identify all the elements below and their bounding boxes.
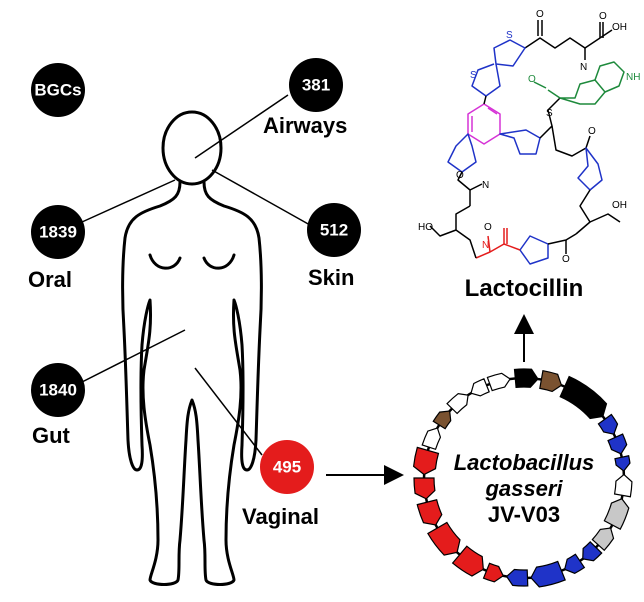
atom-oh-right: OH <box>612 200 627 211</box>
gene-arrow <box>513 368 539 388</box>
gene-arrow <box>482 562 504 583</box>
product-name: Lactocillin <box>465 275 584 302</box>
atom-o-indole: O <box>528 74 536 85</box>
vaginal-count: 495 <box>273 457 301 476</box>
atom-nh-red: N <box>482 240 489 251</box>
bgc-legend-label: BGCs <box>34 80 81 99</box>
airways-label: Airways <box>263 113 347 138</box>
vaginal-connector <box>194 367 263 456</box>
oral-count-circle <box>31 205 85 259</box>
gene-arrow <box>603 498 630 530</box>
site-oral: 1839 Oral <box>28 205 85 292</box>
site-skin: 512 Skin <box>307 203 361 290</box>
gene-arrow <box>607 433 628 455</box>
vaginal-label: Vaginal <box>242 504 319 529</box>
genome-map: Lactobacillus gasseri JV-V03 <box>412 368 633 588</box>
vaginal-count-circle <box>260 440 314 494</box>
atom-nh-indole: NH <box>626 72 640 83</box>
human-body-outline <box>121 110 263 586</box>
airways-connector <box>194 94 289 159</box>
site-vaginal: 495 Vaginal <box>242 440 319 529</box>
gene-arrow <box>486 372 511 392</box>
atom-o-bottom-right: O <box>562 254 570 265</box>
atom-s-1: S <box>506 30 513 41</box>
gene-arrow <box>559 375 608 420</box>
gene-arrow <box>563 553 586 575</box>
gene-arrow <box>530 560 566 588</box>
gene-arrow <box>421 427 442 451</box>
atom-o-bottom: O <box>484 222 492 233</box>
gene-arrow <box>412 446 440 476</box>
site-gut: 1840 Gut <box>31 363 85 448</box>
organism-strain: JV-V03 <box>488 502 560 527</box>
airways-count: 381 <box>302 75 330 94</box>
atom-oh-top: OH <box>612 22 627 33</box>
atom-nh-top: N <box>580 62 587 73</box>
organism-species: gasseri <box>484 476 563 501</box>
atom-nh-left: N <box>482 180 489 191</box>
atom-o-2: O <box>599 11 607 22</box>
gene-arrow <box>446 393 469 415</box>
connector-lines <box>81 94 311 456</box>
gene-arrow <box>505 568 529 587</box>
gene-arrow <box>470 378 490 397</box>
skin-count-circle <box>307 203 361 257</box>
structure-labels: O O OH N S S NH O S O OH HO O O N N O <box>418 9 640 265</box>
atom-o-left: O <box>456 170 464 181</box>
gene-arrow <box>427 521 461 556</box>
skin-connector <box>211 169 311 226</box>
gene-arrow <box>597 413 619 435</box>
gut-count: 1840 <box>39 380 77 399</box>
atom-s-2: S <box>470 70 477 81</box>
gene-arrows <box>412 368 633 588</box>
skin-count: 512 <box>320 220 348 239</box>
oral-connector <box>81 179 176 223</box>
airways-count-circle <box>289 58 343 112</box>
lactocillin-structure <box>429 20 625 265</box>
gene-arrow <box>613 473 633 498</box>
gut-count-circle <box>31 363 85 417</box>
gene-arrow <box>451 545 484 577</box>
atom-s-chain: S <box>546 108 553 119</box>
gene-arrow <box>582 541 603 562</box>
skin-label: Skin <box>308 265 354 290</box>
bgc-legend: BGCs <box>31 63 85 117</box>
site-airways: 381 Airways <box>263 58 347 138</box>
atom-o-1: O <box>536 9 544 20</box>
gene-arrow <box>413 477 436 500</box>
gene-arrow <box>432 410 452 430</box>
gut-label: Gut <box>32 423 71 448</box>
gene-arrow <box>416 499 443 526</box>
atom-o-right: O <box>588 126 596 137</box>
oral-label: Oral <box>28 267 72 292</box>
gut-connector <box>81 329 186 383</box>
gene-arrow <box>614 455 631 472</box>
oral-count: 1839 <box>39 222 77 241</box>
gene-arrow <box>591 527 615 552</box>
atom-ho-left: HO <box>418 222 433 233</box>
gene-arrow <box>539 369 563 393</box>
organism-genus: Lactobacillus <box>454 450 595 475</box>
